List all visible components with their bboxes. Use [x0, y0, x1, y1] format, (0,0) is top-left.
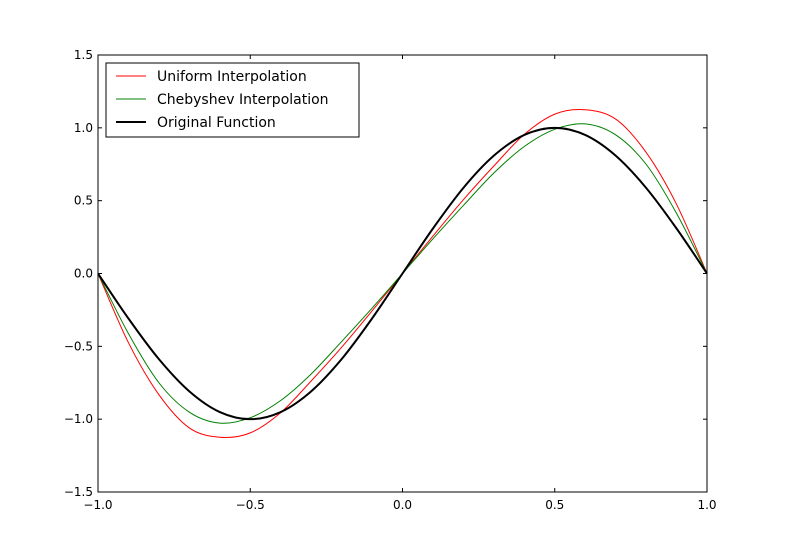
y-tick-label: −1.0 [64, 412, 93, 426]
x-tick-label: 0.5 [545, 498, 564, 512]
y-tick-label: 1.5 [74, 48, 93, 62]
y-tick-label: 0.0 [74, 267, 93, 281]
axis-ticks [97, 54, 708, 493]
legend-label-original: Original Function [157, 115, 276, 131]
tick-labels: −1.0 −0.5 0.0 0.5 1.0−1.5−1.0−0.50.00.51.01.… [64, 48, 717, 512]
legend-label-uniform: Uniform Interpolation [157, 69, 307, 85]
x-tick-label: 0.0 [393, 498, 412, 512]
series-lines [97, 109, 708, 438]
x-tick-label: −1.0 [83, 498, 112, 512]
legend-box [105, 62, 360, 138]
y-tick-label: 0.5 [74, 194, 93, 208]
legend: Uniform Interpolation Chebyshev Interpol… [105, 62, 360, 138]
series-line-2 [97, 126, 708, 421]
y-tick-label: 1.0 [74, 121, 93, 135]
x-tick-label: 1.0 [697, 498, 716, 512]
y-tick-label: −0.5 [64, 339, 93, 353]
legend-label-chebyshev: Chebyshev Interpolation [157, 92, 329, 108]
y-tick-label: −1.5 [64, 485, 93, 499]
x-tick-label: −0.5 [236, 498, 265, 512]
